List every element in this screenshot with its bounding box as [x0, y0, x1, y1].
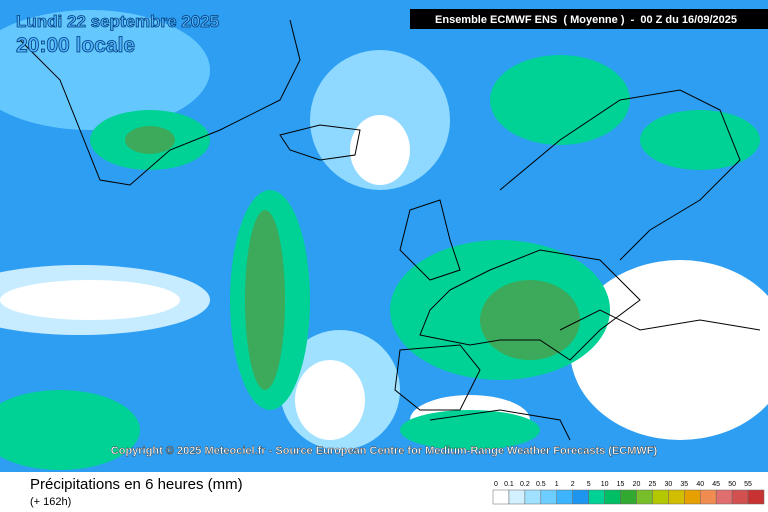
time: 20:00 locale [16, 34, 135, 57]
lead-time: (+ 162h) [30, 496, 71, 508]
legend-swatch [747, 489, 765, 505]
legend-tick: 10 [601, 481, 609, 488]
legend-swatch [636, 489, 653, 505]
legend-tick: 0.1 [504, 481, 514, 488]
legend-tick: 55 [744, 481, 752, 488]
legend-swatch [604, 489, 621, 505]
legend-tick: 0.2 [520, 481, 530, 488]
legend-swatch [492, 489, 510, 505]
map [0, 0, 768, 472]
legend-tick: 0 [494, 481, 498, 488]
legend-swatch [508, 489, 526, 505]
legend-tick: 1 [555, 481, 559, 488]
legend-tick: 40 [696, 481, 704, 488]
legend-swatch [715, 489, 733, 505]
legend-tick: 35 [680, 481, 688, 488]
legend-swatch [540, 489, 558, 505]
legend-swatch [684, 489, 701, 505]
legend-tick: 2 [571, 481, 575, 488]
legend-swatch [620, 489, 637, 505]
legend-swatch [652, 489, 669, 505]
legend-swatch [572, 489, 589, 505]
legend-tick: 20 [633, 481, 641, 488]
legend-swatch [588, 489, 605, 505]
legend-tick: 30 [664, 481, 672, 488]
copyright: Copyright © 2025 Meteociel.fr - Source E… [111, 445, 658, 457]
legend-swatch [699, 489, 717, 505]
legend-tick: 50 [728, 481, 736, 488]
model-box [410, 9, 768, 29]
legend-swatch [556, 489, 573, 505]
legend-tick: 5 [587, 481, 591, 488]
legend-swatch [731, 489, 749, 505]
date: Lundi 22 septembre 2025 [16, 12, 219, 31]
legend-tick: 25 [649, 481, 657, 488]
legend-tick: 15 [617, 481, 625, 488]
legend-tick: 0.5 [536, 481, 546, 488]
footer-title: Précipitations en 6 heures (mm) [30, 476, 243, 493]
legend-tick: 45 [712, 481, 720, 488]
model: Ensemble ECMWF ENS ( Moyenne ) - 00 Z du… [435, 14, 737, 26]
legend: 0 0.1 0.2 0.5 1 2 5 10 15 20 25 30 35 40 45 50 55 [492, 481, 765, 505]
legend-swatch [524, 489, 542, 505]
legend-swatch [668, 489, 685, 505]
